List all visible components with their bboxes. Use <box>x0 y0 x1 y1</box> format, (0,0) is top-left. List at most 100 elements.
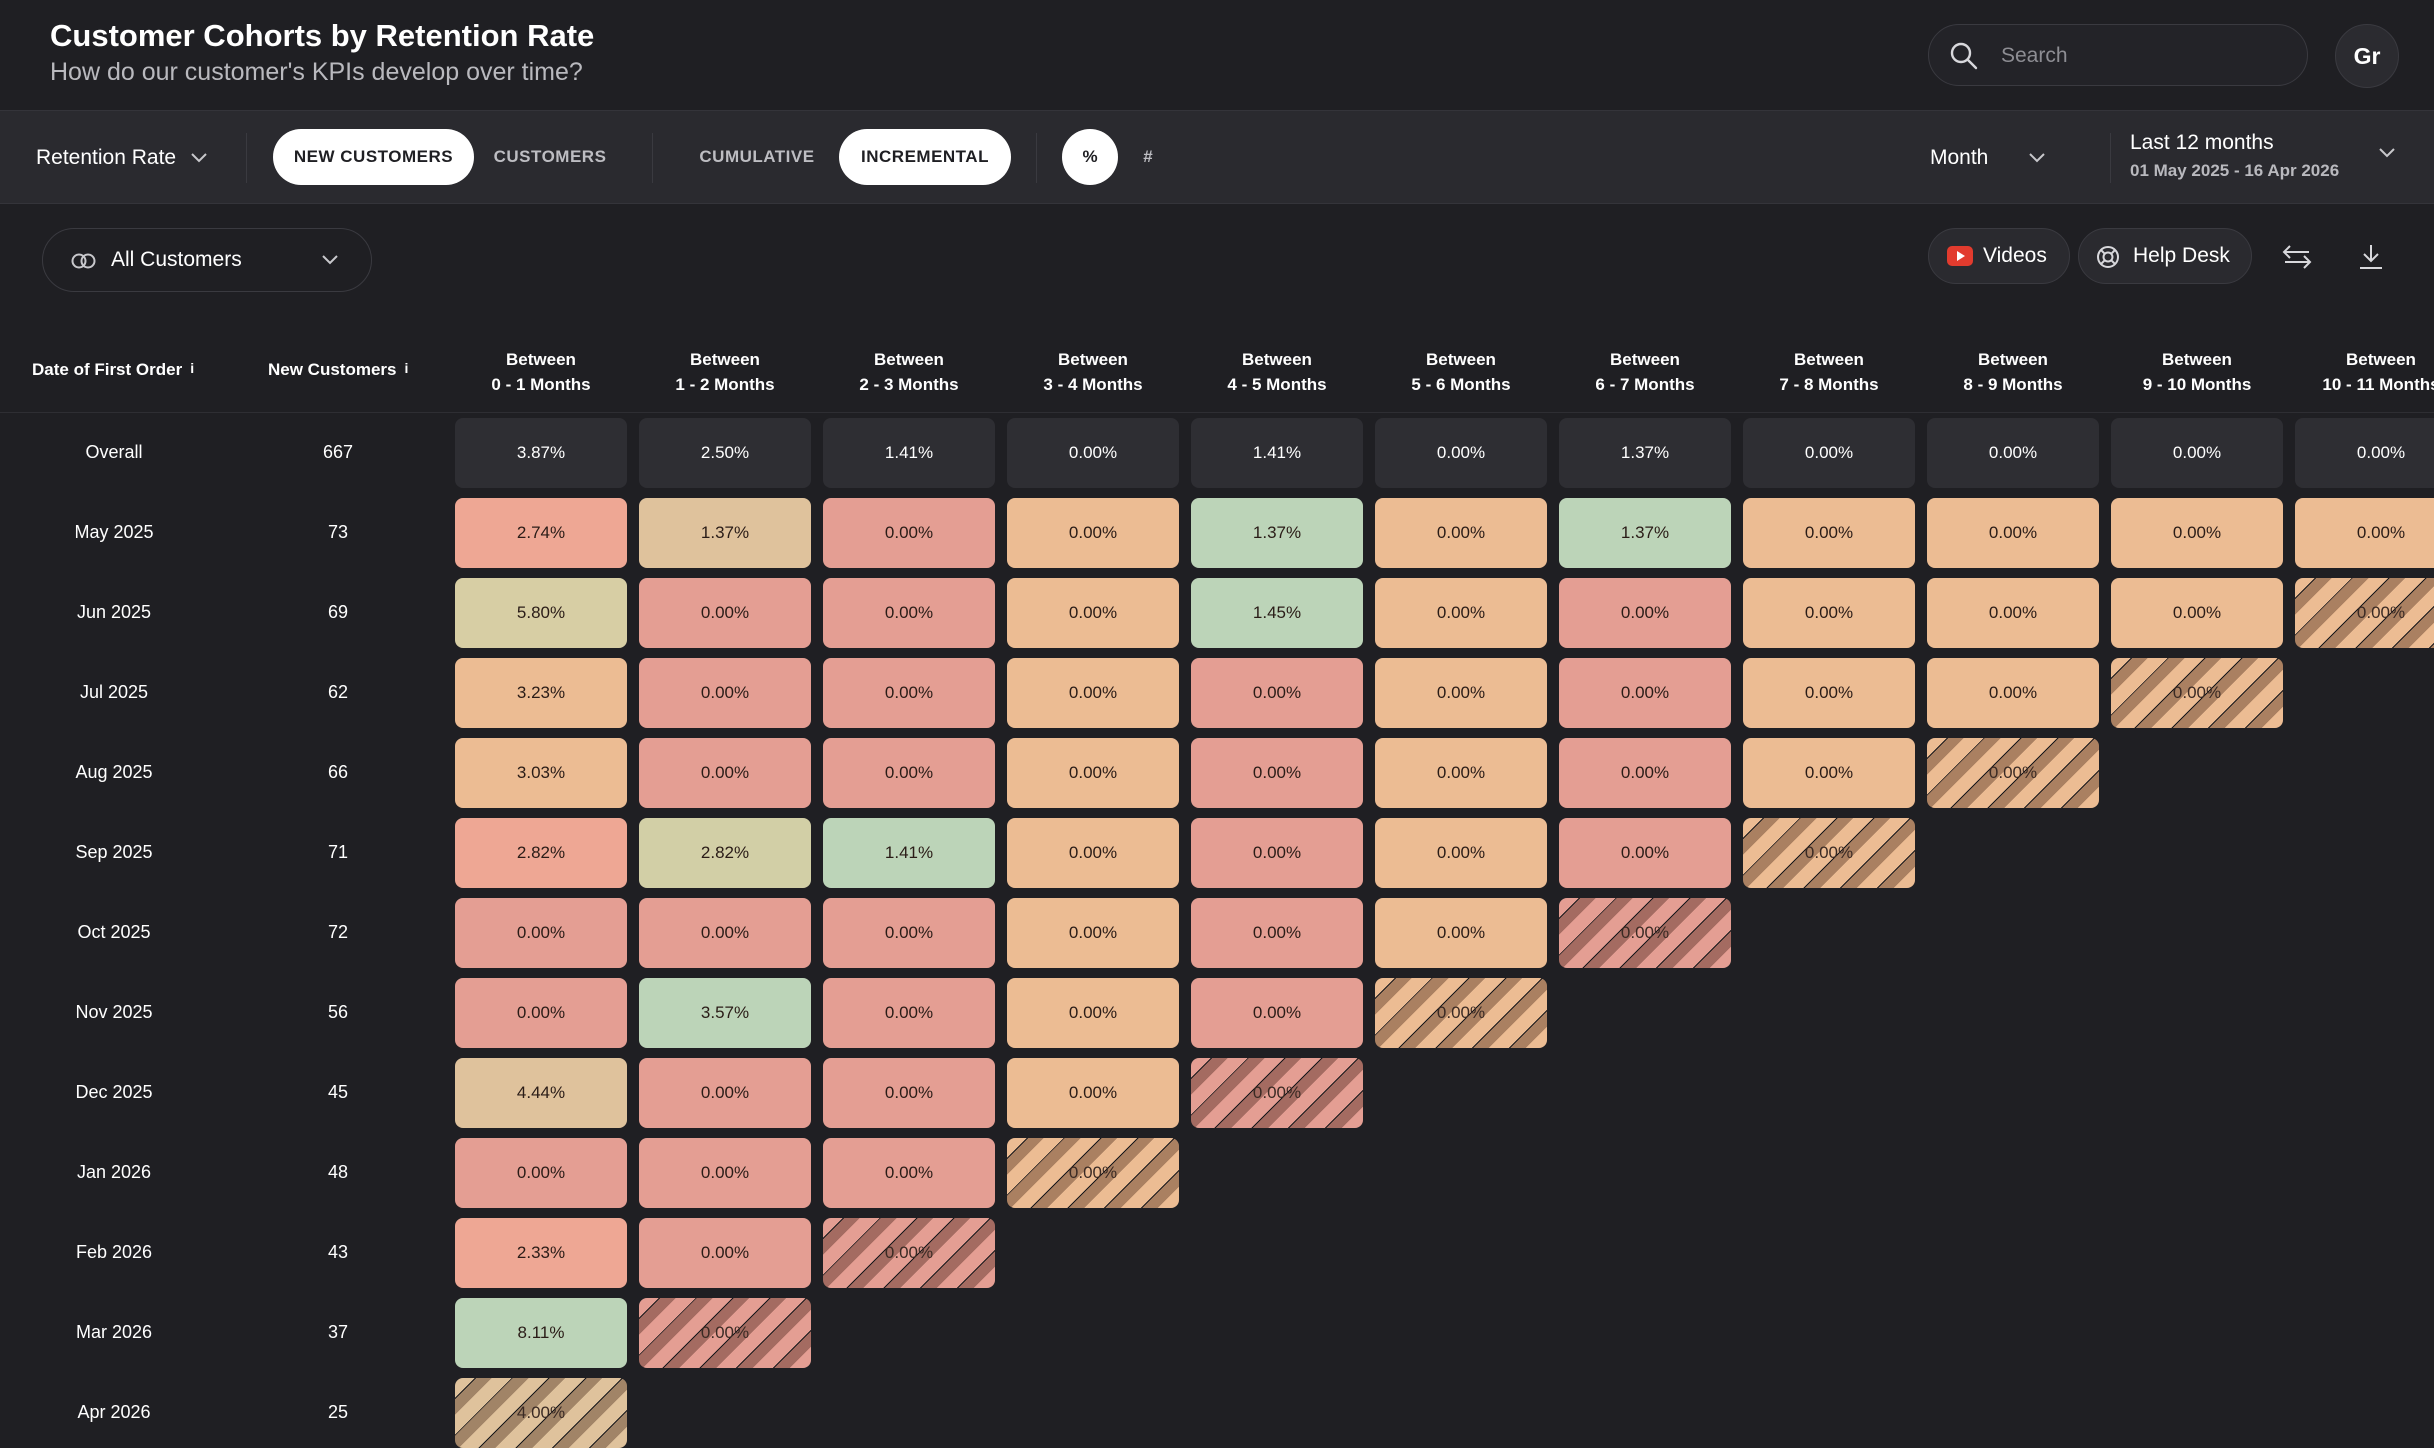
help-desk-button[interactable]: Help Desk <box>2078 228 2252 284</box>
retention-cell[interactable]: 0.00% <box>1191 818 1363 888</box>
metric-dropdown[interactable]: Retention Rate <box>36 133 208 183</box>
overall-cell[interactable]: 0.00% <box>2111 418 2283 488</box>
retention-cell[interactable]: 0.00% <box>1743 498 1915 568</box>
retention-cell[interactable]: 1.41% <box>823 818 995 888</box>
swap-icon[interactable] <box>2274 234 2320 280</box>
retention-cell[interactable]: 0.00% <box>1007 818 1179 888</box>
overall-cell[interactable]: 0.00% <box>2295 418 2434 488</box>
retention-cell[interactable]: 0.00% <box>1927 578 2099 648</box>
overall-cell[interactable]: 0.00% <box>1007 418 1179 488</box>
retention-cell[interactable]: 0.00% <box>1007 1058 1179 1128</box>
retention-cell[interactable]: 0.00% <box>1191 738 1363 808</box>
overall-cell[interactable]: 2.50% <box>639 418 811 488</box>
retention-cell[interactable]: 3.03% <box>455 738 627 808</box>
toggle-percent[interactable]: % <box>1062 129 1118 185</box>
retention-cell[interactable]: 0.00% <box>639 898 811 968</box>
retention-cell[interactable]: 0.00% <box>1007 578 1179 648</box>
toggle-cumulative[interactable]: CUMULATIVE <box>699 147 815 166</box>
overall-cell[interactable]: 0.00% <box>1927 418 2099 488</box>
retention-cell[interactable]: 2.82% <box>639 818 811 888</box>
overall-cell[interactable]: 1.41% <box>1191 418 1363 488</box>
retention-cell[interactable]: 0.00% <box>1191 658 1363 728</box>
info-icon[interactable]: i <box>404 360 409 376</box>
retention-cell-partial[interactable]: 0.00% <box>639 1298 811 1368</box>
retention-cell[interactable]: 0.00% <box>823 658 995 728</box>
retention-cell[interactable]: 0.00% <box>1743 738 1915 808</box>
retention-cell[interactable]: 0.00% <box>1927 658 2099 728</box>
retention-cell[interactable]: 0.00% <box>1007 738 1179 808</box>
retention-cell[interactable]: 0.00% <box>639 1058 811 1128</box>
retention-cell-partial[interactable]: 0.00% <box>1927 738 2099 808</box>
retention-cell[interactable]: 0.00% <box>1375 898 1547 968</box>
retention-cell[interactable]: 2.74% <box>455 498 627 568</box>
search-box[interactable] <box>1928 24 2308 86</box>
retention-cell[interactable]: 0.00% <box>1375 738 1547 808</box>
info-icon[interactable]: i <box>190 360 195 376</box>
toggle-customers[interactable]: CUSTOMERS <box>493 147 607 166</box>
retention-cell-partial[interactable]: 4.00% <box>455 1378 627 1448</box>
retention-cell[interactable]: 0.00% <box>639 658 811 728</box>
toggle-count[interactable]: # <box>1143 147 1153 166</box>
retention-cell[interactable]: 1.45% <box>1191 578 1363 648</box>
toggle-new-customers[interactable]: NEW CUSTOMERS <box>273 129 474 185</box>
retention-cell[interactable]: 0.00% <box>823 898 995 968</box>
retention-cell[interactable]: 0.00% <box>639 1138 811 1208</box>
retention-cell[interactable]: 0.00% <box>455 978 627 1048</box>
overall-cell[interactable]: 0.00% <box>1375 418 1547 488</box>
retention-cell[interactable]: 1.37% <box>1559 498 1731 568</box>
toggle-incremental[interactable]: INCREMENTAL <box>839 129 1011 185</box>
retention-cell[interactable]: 0.00% <box>1559 578 1731 648</box>
overall-cell[interactable]: 1.37% <box>1559 418 1731 488</box>
retention-cell[interactable]: 0.00% <box>1007 898 1179 968</box>
retention-cell[interactable]: 0.00% <box>823 1138 995 1208</box>
retention-cell-partial[interactable]: 0.00% <box>2111 658 2283 728</box>
search-input[interactable] <box>1999 37 2293 75</box>
retention-cell[interactable]: 0.00% <box>1007 978 1179 1048</box>
retention-cell[interactable]: 0.00% <box>823 578 995 648</box>
date-range-picker[interactable]: Last 12 months 01 May 2025 - 16 Apr 2026 <box>2130 131 2410 191</box>
retention-cell-partial[interactable]: 0.00% <box>1191 1058 1363 1128</box>
retention-cell[interactable]: 0.00% <box>455 1138 627 1208</box>
retention-cell[interactable]: 2.82% <box>455 818 627 888</box>
segment-dropdown[interactable]: All Customers <box>42 228 372 292</box>
retention-cell[interactable]: 0.00% <box>1927 498 2099 568</box>
retention-cell[interactable]: 0.00% <box>1559 818 1731 888</box>
retention-cell[interactable]: 8.11% <box>455 1298 627 1368</box>
retention-cell-partial[interactable]: 0.00% <box>1375 978 1547 1048</box>
retention-cell[interactable]: 0.00% <box>455 898 627 968</box>
retention-cell[interactable]: 0.00% <box>1743 658 1915 728</box>
retention-cell-partial[interactable]: 0.00% <box>1743 818 1915 888</box>
retention-cell[interactable]: 0.00% <box>1743 578 1915 648</box>
overall-cell[interactable]: 3.87% <box>455 418 627 488</box>
retention-cell[interactable]: 0.00% <box>639 1218 811 1288</box>
retention-cell[interactable]: 0.00% <box>639 578 811 648</box>
retention-cell[interactable]: 0.00% <box>2111 578 2283 648</box>
videos-button[interactable]: Videos <box>1928 228 2070 284</box>
retention-cell[interactable]: 0.00% <box>823 978 995 1048</box>
overall-cell[interactable]: 1.41% <box>823 418 995 488</box>
retention-cell[interactable]: 0.00% <box>1375 658 1547 728</box>
retention-cell[interactable]: 1.37% <box>1191 498 1363 568</box>
retention-cell[interactable]: 0.00% <box>639 738 811 808</box>
retention-cell[interactable]: 2.33% <box>455 1218 627 1288</box>
retention-cell-partial[interactable]: 0.00% <box>823 1218 995 1288</box>
retention-cell[interactable]: 0.00% <box>1559 658 1731 728</box>
retention-cell-partial[interactable]: 0.00% <box>1007 1138 1179 1208</box>
retention-cell-partial[interactable]: 0.00% <box>1559 898 1731 968</box>
retention-cell-partial[interactable]: 0.00% <box>2295 578 2434 648</box>
retention-cell[interactable]: 4.44% <box>455 1058 627 1128</box>
retention-cell[interactable]: 5.80% <box>455 578 627 648</box>
retention-cell[interactable]: 3.57% <box>639 978 811 1048</box>
avatar[interactable]: Gr <box>2335 24 2399 88</box>
retention-cell[interactable]: 0.00% <box>1007 658 1179 728</box>
retention-cell[interactable]: 0.00% <box>1375 498 1547 568</box>
retention-cell[interactable]: 0.00% <box>2111 498 2283 568</box>
retention-cell[interactable]: 1.37% <box>639 498 811 568</box>
retention-cell[interactable]: 0.00% <box>1375 578 1547 648</box>
retention-cell[interactable]: 0.00% <box>1559 738 1731 808</box>
retention-cell[interactable]: 0.00% <box>1191 978 1363 1048</box>
download-icon[interactable] <box>2348 234 2394 280</box>
retention-cell[interactable]: 0.00% <box>823 738 995 808</box>
retention-cell[interactable]: 3.23% <box>455 658 627 728</box>
retention-cell[interactable]: 0.00% <box>1375 818 1547 888</box>
